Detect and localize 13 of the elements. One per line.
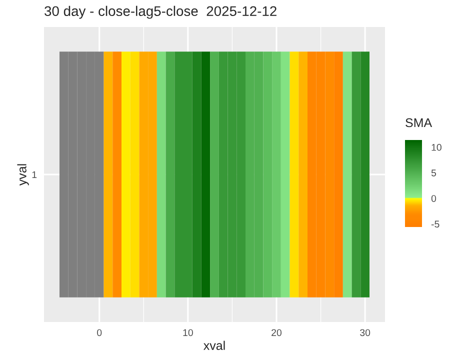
x-tick-label: 30	[360, 329, 370, 336]
color-bar-label: 5	[431, 170, 436, 176]
color-bar-title: SMA	[406, 118, 432, 128]
x-axis-title: xval	[204, 340, 225, 350]
y-axis-title: yval	[17, 164, 29, 186]
color-bar-label: 10	[432, 144, 442, 151]
color-bar-label: 0	[431, 195, 436, 202]
color-bar-label: -5	[431, 220, 440, 228]
x-tick-label: 20	[272, 329, 282, 336]
y-tick-label: 1	[32, 171, 37, 178]
x-tick-label: 0	[97, 329, 102, 336]
x-tick-label: 10	[183, 329, 193, 336]
chart-title: 30 day - close-lag5-close 2025-12-12	[44, 6, 276, 19]
